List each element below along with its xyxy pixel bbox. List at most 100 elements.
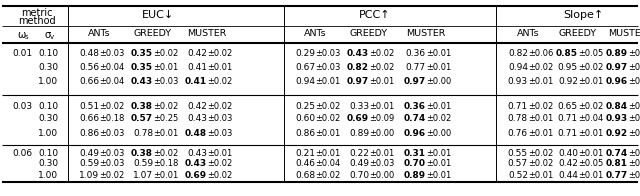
Text: 0.74: 0.74: [605, 149, 628, 158]
Text: 0.94: 0.94: [508, 64, 528, 73]
Text: ±0.04: ±0.04: [315, 160, 340, 169]
Text: 0.42: 0.42: [187, 50, 207, 58]
Text: 0.01: 0.01: [12, 50, 32, 58]
Text: ±0.04: ±0.04: [578, 114, 604, 123]
Text: ±0.18: ±0.18: [153, 160, 179, 169]
Text: GREEDY: GREEDY: [559, 30, 597, 38]
Text: 0.40: 0.40: [558, 149, 578, 158]
Text: 0.57: 0.57: [131, 114, 153, 123]
Text: ±0.03: ±0.03: [207, 129, 232, 138]
Text: ±0.02: ±0.02: [207, 102, 232, 111]
Text: 0.86: 0.86: [79, 129, 99, 138]
Text: 0.59: 0.59: [133, 160, 153, 169]
Text: 0.42: 0.42: [558, 160, 578, 169]
Text: ±0.01: ±0.01: [315, 129, 340, 138]
Text: ±0.01: ±0.01: [426, 149, 451, 158]
Text: 0.60: 0.60: [295, 114, 315, 123]
Text: 1.00: 1.00: [38, 129, 58, 138]
Text: 0.59: 0.59: [79, 160, 99, 169]
Text: ±0.03: ±0.03: [207, 114, 232, 123]
Text: ±0.03: ±0.03: [99, 149, 124, 158]
Text: 0.71: 0.71: [508, 102, 528, 111]
Text: 0.10: 0.10: [38, 149, 58, 158]
Text: MUSTER: MUSTER: [188, 30, 227, 38]
Text: 0.92: 0.92: [606, 129, 628, 138]
Text: 0.94: 0.94: [295, 77, 315, 86]
Text: ±0.02: ±0.02: [369, 64, 394, 73]
Text: 0.97: 0.97: [404, 77, 426, 86]
Text: 1.07: 1.07: [133, 171, 153, 180]
Text: ±0.00: ±0.00: [426, 77, 451, 86]
Text: ±0.01: ±0.01: [578, 77, 604, 86]
Text: ±0.01: ±0.01: [628, 114, 640, 123]
Text: ±0.01: ±0.01: [426, 64, 451, 73]
Text: 0.78: 0.78: [508, 114, 528, 123]
Text: ±0.02: ±0.02: [99, 102, 124, 111]
Text: ANTs: ANTs: [304, 30, 326, 38]
Text: ±0.04: ±0.04: [99, 77, 124, 86]
Text: 0.89: 0.89: [404, 171, 426, 180]
Text: 0.93: 0.93: [508, 77, 528, 86]
Text: ±0.02: ±0.02: [153, 50, 179, 58]
Text: ω: ω: [18, 30, 26, 40]
Text: ±0.03: ±0.03: [628, 102, 640, 111]
Text: ±0.01: ±0.01: [628, 129, 640, 138]
Text: GREEDY: GREEDY: [350, 30, 388, 38]
Text: 0.78: 0.78: [133, 129, 153, 138]
Text: ±0.02: ±0.02: [153, 149, 179, 158]
Text: 0.57: 0.57: [508, 160, 528, 169]
Text: 0.38: 0.38: [131, 102, 153, 111]
Text: ±0.02: ±0.02: [315, 114, 340, 123]
Text: 0.49: 0.49: [79, 149, 99, 158]
Text: 0.89: 0.89: [349, 129, 369, 138]
Text: ±0.01: ±0.01: [426, 171, 451, 180]
Text: 0.97: 0.97: [347, 77, 369, 86]
Text: PCC↑: PCC↑: [359, 10, 391, 20]
Text: 0.41: 0.41: [185, 77, 207, 86]
Text: 0.43: 0.43: [187, 114, 207, 123]
Text: 0.21: 0.21: [295, 149, 315, 158]
Text: ±0.01: ±0.01: [369, 77, 394, 86]
Text: ±0.01: ±0.01: [628, 64, 640, 73]
Text: ±0.02: ±0.02: [207, 50, 232, 58]
Text: 0.10: 0.10: [38, 102, 58, 111]
Text: 0.84: 0.84: [606, 102, 628, 111]
Text: ±0.25: ±0.25: [153, 114, 179, 123]
Text: 0.68: 0.68: [295, 171, 315, 180]
Text: ±0.01: ±0.01: [528, 77, 553, 86]
Text: ±0.01: ±0.01: [207, 64, 232, 73]
Text: ±0.01: ±0.01: [628, 171, 640, 180]
Text: 0.38: 0.38: [131, 149, 153, 158]
Text: 0.67: 0.67: [295, 64, 315, 73]
Text: ±0.01: ±0.01: [528, 114, 553, 123]
Text: ±0.01: ±0.01: [153, 129, 179, 138]
Text: ±0.00: ±0.00: [369, 129, 394, 138]
Text: 0.30: 0.30: [38, 64, 58, 73]
Text: ±0.02: ±0.02: [153, 102, 179, 111]
Text: 0.03: 0.03: [12, 102, 32, 111]
Text: ±0.02: ±0.02: [426, 114, 451, 123]
Text: ±0.02: ±0.02: [578, 102, 604, 111]
Text: 0.69: 0.69: [185, 171, 207, 180]
Text: ±0.02: ±0.02: [315, 102, 340, 111]
Text: method: method: [18, 16, 56, 26]
Text: 0.30: 0.30: [38, 114, 58, 123]
Text: 0.92: 0.92: [558, 77, 578, 86]
Text: 0.93: 0.93: [606, 114, 628, 123]
Text: 0.42: 0.42: [187, 102, 207, 111]
Text: ±0.01: ±0.01: [315, 149, 340, 158]
Text: 0.96: 0.96: [606, 77, 628, 86]
Text: 0.49: 0.49: [349, 160, 369, 169]
Text: ±0.03: ±0.03: [99, 50, 124, 58]
Text: ANTs: ANTs: [88, 30, 110, 38]
Text: 0.48: 0.48: [185, 129, 207, 138]
Text: 0.71: 0.71: [558, 114, 578, 123]
Text: 0.89: 0.89: [606, 50, 628, 58]
Text: Slope↑: Slope↑: [563, 10, 603, 20]
Text: 0.35: 0.35: [131, 50, 153, 58]
Text: 0.51: 0.51: [79, 102, 99, 111]
Text: ±0.01: ±0.01: [578, 171, 604, 180]
Text: 0.96: 0.96: [404, 129, 426, 138]
Text: 0.06: 0.06: [12, 149, 32, 158]
Text: ±0.18: ±0.18: [99, 114, 124, 123]
